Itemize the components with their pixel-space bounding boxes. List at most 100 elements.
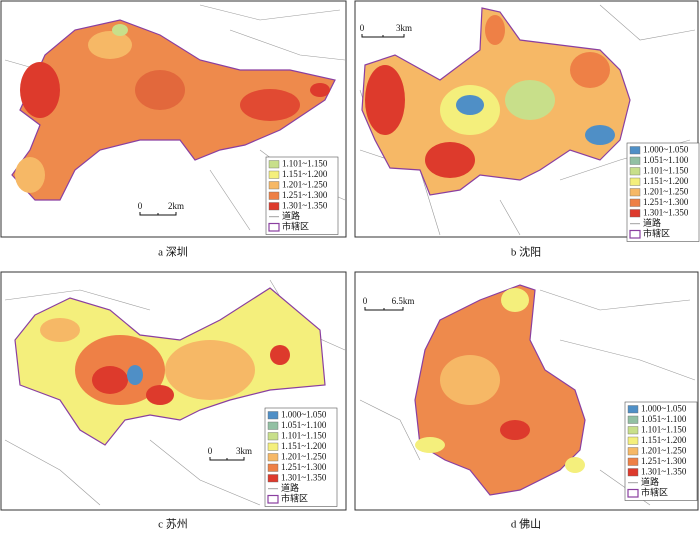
zone [310, 83, 330, 97]
legend-swatch [627, 415, 639, 424]
scale-label: 0 [360, 23, 365, 33]
legend-label: 1.151~1.200 [643, 176, 689, 186]
legend-swatch [268, 191, 280, 200]
legend-label: 1.101~1.150 [643, 165, 689, 175]
panel-caption: d 佛山 [511, 518, 541, 531]
scale-label: 2km [168, 201, 184, 211]
legend-swatch [267, 421, 279, 430]
scale-label: 3km [396, 23, 412, 33]
legend-label: 1.000~1.050 [643, 144, 689, 154]
scale-bar [209, 457, 245, 461]
legend-swatch [267, 432, 279, 441]
legend-label: 1.151~1.200 [641, 435, 687, 445]
legend-label: 1.051~1.100 [281, 420, 327, 430]
legend-swatch [267, 474, 279, 483]
roads [4, 279, 346, 506]
zone [146, 385, 174, 405]
legend-label: 1.000~1.050 [281, 409, 327, 419]
zone [500, 420, 530, 440]
legend-swatch [627, 405, 639, 414]
legend-swatch [629, 177, 641, 186]
zone [240, 89, 300, 121]
zone [88, 31, 132, 59]
zone [565, 457, 585, 473]
legend-swatch [629, 188, 641, 197]
legend-label: 1.251~1.300 [643, 197, 689, 207]
legend-swatch [629, 156, 641, 165]
zone [456, 95, 484, 115]
zone [270, 345, 290, 365]
scale-label: 0 [363, 296, 368, 306]
legend-label: 1.251~1.300 [282, 190, 328, 200]
zone [440, 355, 500, 405]
zone [505, 80, 555, 120]
legend-label: 1.000~1.050 [641, 403, 687, 413]
zone [485, 15, 505, 45]
zone [501, 288, 529, 312]
zone [15, 157, 45, 193]
zone [570, 52, 610, 88]
legend-label: 道路 [643, 217, 661, 228]
legend-label: 1.101~1.150 [282, 158, 328, 168]
legend-swatch [267, 411, 279, 420]
legend-label: 1.251~1.300 [281, 462, 327, 472]
legend-district-symbol [268, 222, 280, 232]
legend-label: 1.301~1.350 [643, 207, 689, 217]
legend-label: 道路 [641, 476, 659, 487]
panel-caption: b 沈阳 [511, 245, 541, 259]
zone [585, 125, 615, 145]
legend-swatch [629, 146, 641, 155]
zone [415, 437, 445, 453]
legend-swatch [268, 170, 280, 179]
legend-label: 道路 [281, 482, 299, 493]
legend-swatch [627, 436, 639, 445]
legend-label: 1.201~1.250 [281, 451, 327, 461]
zone [20, 62, 60, 118]
legend-swatch [268, 202, 280, 211]
legend-label: 1.051~1.100 [641, 414, 687, 424]
legend-swatch [268, 160, 280, 169]
zone [165, 340, 255, 400]
legend-label: 1.301~1.350 [281, 472, 327, 482]
scale-label: 0 [138, 201, 143, 211]
legend-swatch [629, 198, 641, 207]
legend-swatch [267, 453, 279, 462]
legend-label: 1.301~1.350 [282, 200, 328, 210]
legend-swatch [627, 447, 639, 456]
panel-caption: c 苏州 [158, 518, 188, 531]
legend-swatch [629, 167, 641, 176]
scale-bar [361, 34, 405, 38]
legend-label: 1.101~1.150 [281, 430, 327, 440]
legend-swatch [627, 426, 639, 435]
legend-swatch [627, 457, 639, 466]
zone [135, 70, 185, 110]
legend-label: 1.151~1.200 [281, 441, 327, 451]
legend-swatch [267, 463, 279, 472]
zone [127, 365, 143, 385]
legend-district-symbol [627, 488, 639, 498]
scale-label: 0 [208, 446, 213, 456]
legend-swatch [629, 209, 641, 218]
zone [92, 366, 128, 394]
legend-swatch [267, 442, 279, 451]
legend-label: 1.301~1.350 [641, 466, 687, 476]
map-panel [354, 0, 699, 238]
zone [365, 65, 405, 135]
legend-label: 市辖区 [641, 486, 668, 497]
legend-label: 道路 [282, 210, 300, 221]
scale-label: 6.5km [392, 296, 415, 306]
legend-district-symbol [629, 229, 641, 239]
legend-label: 1.051~1.100 [643, 155, 689, 165]
scale-label: 3km [236, 446, 252, 456]
legend-swatch [268, 181, 280, 190]
legend-label: 1.101~1.150 [641, 424, 687, 434]
legend-label: 市辖区 [282, 220, 309, 231]
scale-bar [139, 212, 177, 216]
legend-label: 1.151~1.200 [282, 169, 328, 179]
legend-label: 1.251~1.300 [641, 456, 687, 466]
legend-label: 1.201~1.250 [641, 445, 687, 455]
legend-label: 市辖区 [643, 227, 670, 238]
zone [425, 142, 475, 178]
